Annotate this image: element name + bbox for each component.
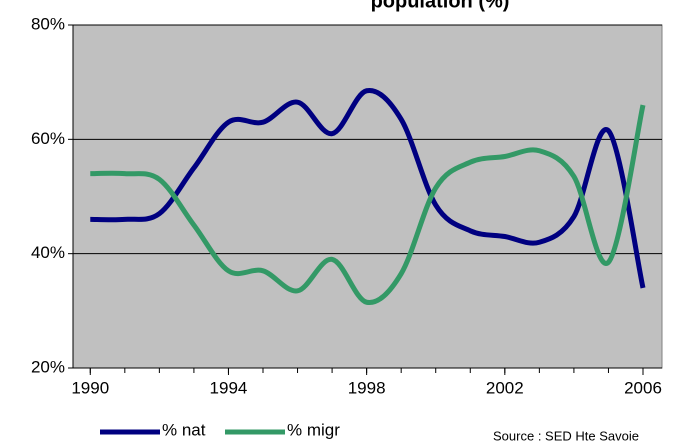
x-tick-label: 2002	[486, 378, 524, 397]
x-tick-label: 1998	[348, 378, 386, 397]
line-series	[90, 88, 646, 289]
y-tick-label: 20%	[31, 357, 65, 376]
legend-label: % nat	[162, 420, 206, 439]
x-tick-label: 1994	[210, 378, 248, 397]
x-tick-label: 1990	[71, 378, 109, 397]
plot-area	[72, 24, 663, 369]
y-tick-label: 60%	[31, 129, 65, 148]
chart-title: population (%)	[371, 0, 510, 12]
y-tick-label: 80%	[31, 14, 65, 33]
source-note: Source : SED Hte Savoie	[493, 428, 639, 441]
line-series	[90, 104, 646, 305]
x-tick-label: 2006	[624, 378, 662, 397]
legend-label: % migr	[287, 420, 340, 439]
y-tick-label: 40%	[31, 243, 65, 262]
